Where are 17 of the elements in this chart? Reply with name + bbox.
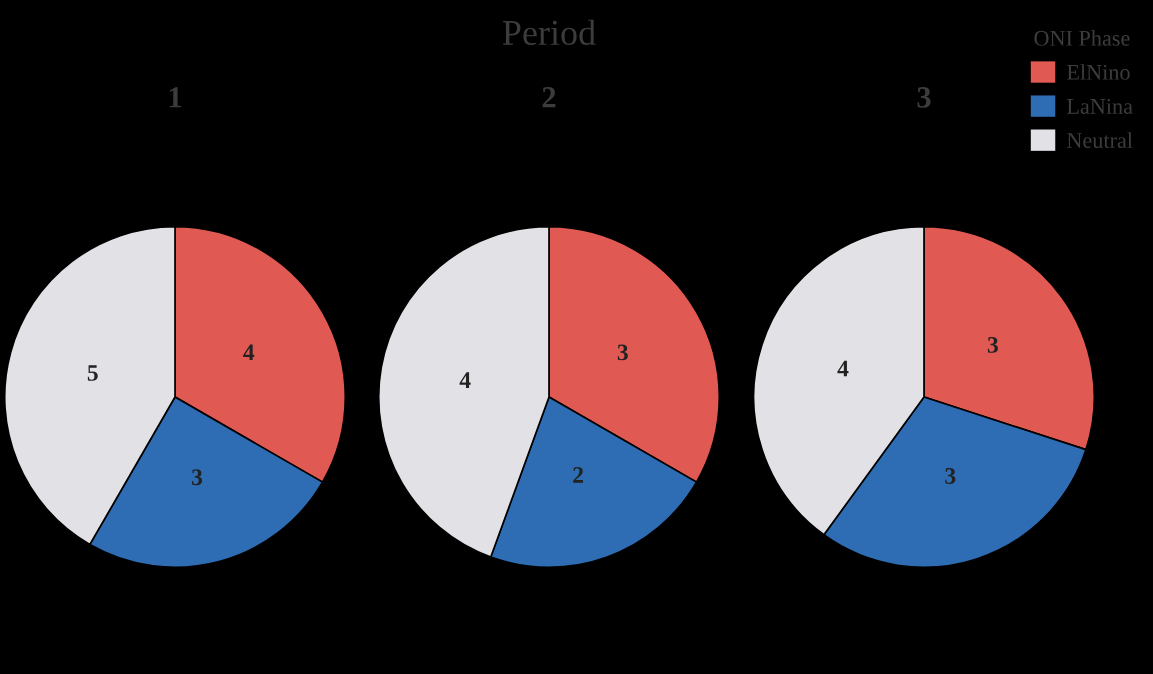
legend-label: ElNino bbox=[1067, 64, 1130, 80]
text: Period bbox=[502, 19, 596, 46]
data-label: 3 bbox=[192, 469, 203, 486]
data-label: 4 bbox=[243, 344, 255, 361]
data-label: 3 bbox=[945, 468, 956, 484]
data-label: 4 bbox=[459, 372, 471, 388]
chart-title: 3 bbox=[917, 87, 931, 108]
legend-title: ONI Phase bbox=[1034, 30, 1130, 46]
legend-label: Neutral bbox=[1067, 132, 1133, 148]
text: 1 bbox=[169, 87, 182, 108]
data-label: 5 bbox=[87, 365, 98, 381]
data-label: 3 bbox=[617, 344, 628, 361]
chart-title: 2 bbox=[542, 87, 556, 108]
data-label: 2 bbox=[573, 467, 584, 483]
data-label: 4 bbox=[837, 360, 849, 377]
legend-label: LaNina bbox=[1067, 98, 1133, 114]
data-label: 3 bbox=[987, 336, 998, 353]
